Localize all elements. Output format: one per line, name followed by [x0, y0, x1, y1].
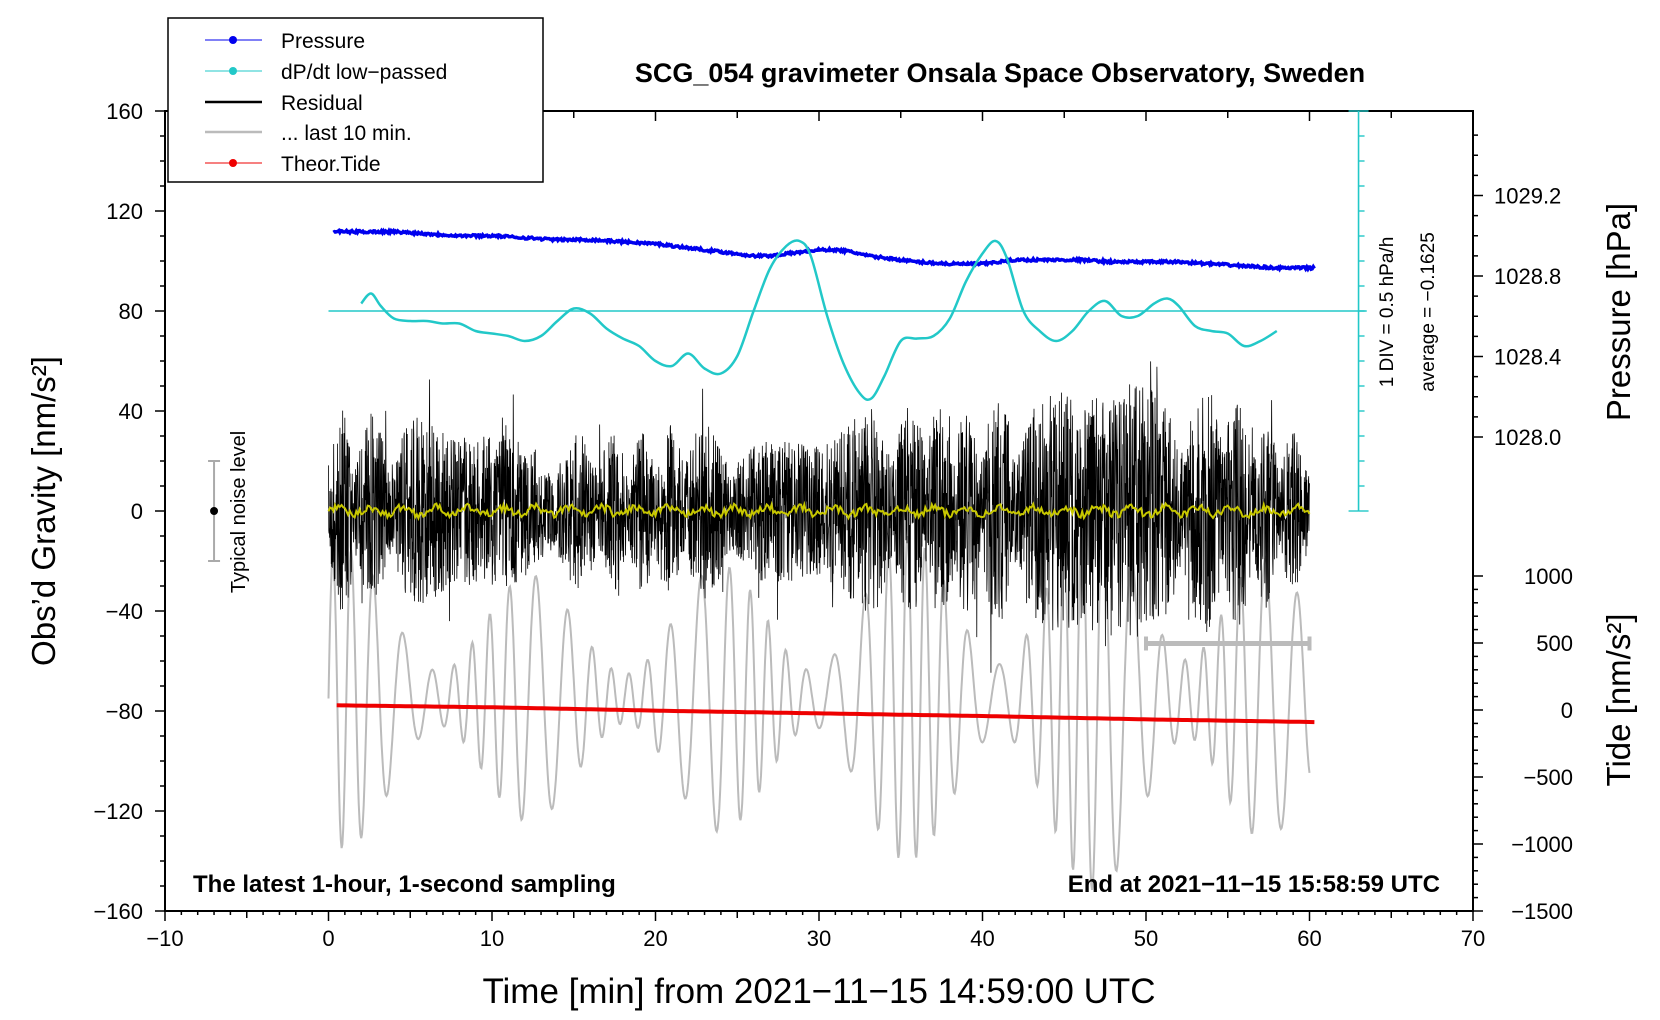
pressure-tick-labels: 1029.2 1028.8 1028.4 1028.0	[1494, 184, 1561, 451]
tide-tick-label: −500	[1523, 765, 1573, 790]
tide-tick-label: 0	[1561, 698, 1573, 723]
y-tick-label: −120	[93, 799, 143, 824]
y-tick-label: −80	[106, 699, 143, 724]
x-tick-label: 20	[643, 926, 667, 951]
x-tick-label: 30	[807, 926, 831, 951]
pressure-tick-label: 1028.0	[1494, 425, 1561, 450]
end-time-note: End at 2021−11−15 15:58:59 UTC	[1068, 871, 1440, 898]
pressure-tick-label: 1028.4	[1494, 345, 1561, 370]
pressure-axis-label: Pressure [hPa]	[1600, 203, 1637, 421]
x-axis-label: Time [min] from 2021−11−15 14:59:00 UTC	[482, 972, 1155, 1011]
legend-marker	[229, 36, 237, 44]
tide-tick-label: −1500	[1511, 899, 1573, 924]
legend-label-residual: Residual	[281, 92, 363, 115]
y-tick-label: −40	[106, 599, 143, 624]
x-tick-label: 60	[1297, 926, 1321, 951]
x-tick-label: 70	[1461, 926, 1485, 951]
legend-label-pressure: Pressure	[281, 30, 365, 53]
tide-axis-label: Tide [nm/s²]	[1600, 614, 1637, 787]
residual-series-line	[328, 361, 1310, 673]
x-tick-labels: −10 0 10 20 30 40 50 60 70	[146, 926, 1485, 951]
x-tick-label: 50	[1134, 926, 1158, 951]
y-tick-label: 80	[119, 299, 143, 324]
dpdt-average-label: average = −0.1625	[1418, 232, 1439, 392]
legend-label-dpdt: dP/dt low−passed	[281, 61, 447, 84]
tide-tick-labels: 1000 500 0 −500 −1000 −1500	[1511, 564, 1573, 924]
y-tick-label: 120	[106, 199, 143, 224]
x-tick-label: −10	[146, 926, 183, 951]
y-tick-label: −160	[93, 899, 143, 924]
x-tick-label: 40	[970, 926, 994, 951]
legend-label-tide: Theor.Tide	[281, 153, 381, 176]
tide-tick-label: 500	[1536, 631, 1573, 656]
legend-marker	[229, 159, 237, 167]
tide-tick-label: −1000	[1511, 832, 1573, 857]
smoothed-residual-line	[327, 500, 1311, 522]
legend-label-last10: ... last 10 min.	[281, 122, 412, 145]
axes-layer	[155, 110, 1483, 921]
x-tick-label: 10	[480, 926, 504, 951]
y-tick-label: 160	[106, 99, 143, 124]
chart-title: SCG_054 gravimeter Onsala Space Observat…	[635, 58, 1365, 88]
pressure-series-line	[332, 227, 1316, 273]
data-layer	[327, 227, 1367, 890]
legend: Pressure dP/dt low−passed Residual ... l…	[167, 17, 544, 183]
pressure-tick-label: 1029.2	[1494, 184, 1561, 209]
noise-point	[210, 507, 219, 515]
last10-series-line	[327, 507, 1311, 890]
sampling-note: The latest 1-hour, 1-second sampling	[193, 871, 616, 898]
dpdt-scale-label: 1 DIV = 0.5 hPa/h	[1377, 237, 1398, 388]
x-tick-label: 0	[322, 926, 334, 951]
noise-level-label: Typical noise level	[228, 431, 250, 593]
legend-box	[167, 17, 544, 183]
y-tick-labels: 160 120 80 40 0 −40 −80 −120 −160	[93, 99, 143, 924]
legend-marker	[229, 67, 237, 75]
tide-series-line	[336, 703, 1315, 725]
tide-tick-label: 1000	[1524, 564, 1573, 589]
pressure-tick-label: 1028.8	[1494, 264, 1561, 289]
dpdt-series-line	[360, 239, 1278, 402]
y-tick-label: 0	[131, 499, 143, 524]
y-tick-label: 40	[119, 399, 143, 424]
y-axis-label: Obs’d Gravity [nm/s²]	[25, 356, 62, 666]
